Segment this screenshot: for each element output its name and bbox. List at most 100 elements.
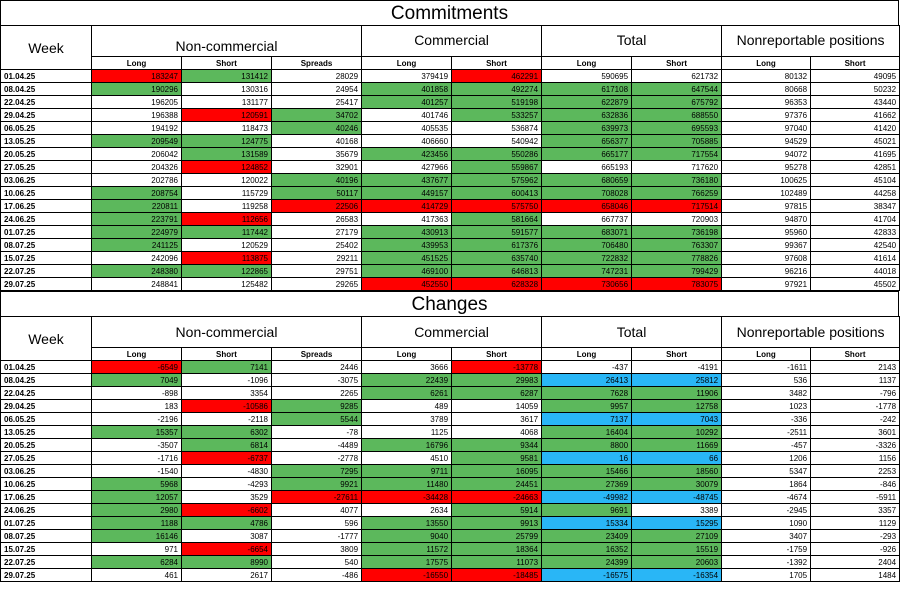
- c-long-cell: 430913: [361, 225, 453, 239]
- table-row: 01.04.25 -6549 7141 2446 3666 -13778 -437 -4191…: [0, 360, 900, 374]
- c-long-cell: 469100: [361, 264, 453, 278]
- commercial-header: Commercial: [361, 25, 543, 57]
- t-long-cell: 632836: [541, 108, 633, 122]
- nc-short-cell: 124775: [181, 134, 272, 148]
- week-cell: 01.04.25: [0, 69, 92, 83]
- t-long-cell: 8800: [541, 438, 633, 452]
- t-short-cell: 621732: [631, 69, 723, 83]
- nc-long-cell: 248380: [91, 264, 182, 278]
- c-long-cell: 451525: [361, 251, 453, 265]
- week-cell: 20.05.25: [0, 147, 92, 161]
- c-short-cell: 18364: [451, 542, 543, 556]
- week-cell: 27.05.25: [0, 451, 92, 465]
- nc-long-cell: 194192: [91, 121, 182, 135]
- nc-short-header: Short: [181, 347, 272, 361]
- nonreportable-header: Nonreportable positions: [721, 316, 900, 348]
- nr-short-cell: 41662: [810, 108, 900, 122]
- nc-short-cell: 122865: [181, 264, 272, 278]
- t-long-cell: -437: [541, 360, 633, 374]
- nc-spreads-cell: -27611: [270, 490, 363, 504]
- c-short-cell: 628328: [451, 277, 543, 291]
- nc-spreads-cell: 3809: [270, 542, 363, 556]
- c-long-cell: 1125: [361, 425, 453, 439]
- t-long-cell: 665193: [541, 160, 633, 174]
- c-short-cell: 617376: [451, 238, 543, 252]
- t-short-cell: 25812: [631, 373, 723, 387]
- nr-long-cell: 100625: [721, 173, 812, 187]
- changes-table: Week Non-commercial Commercial Total Non…: [0, 316, 900, 582]
- table-row: 22.04.25 196205 131177 25417 401257 519198 622…: [0, 95, 900, 109]
- c-long-cell: 11480: [361, 477, 453, 491]
- c-long-cell: 379419: [361, 69, 453, 83]
- week-cell: 29.04.25: [0, 399, 92, 413]
- nr-short-cell: 1129: [810, 516, 900, 530]
- t-long-cell: 15334: [541, 516, 633, 530]
- nc-spreads-cell: -3075: [270, 373, 363, 387]
- table-row: 22.07.25 248380 122865 29751 469100 646813 747…: [0, 264, 900, 278]
- nc-long-header: Long: [91, 56, 182, 70]
- t-short-cell: 30079: [631, 477, 723, 491]
- commitments-title: Commitments: [0, 0, 899, 25]
- nc-long-cell: 2980: [91, 503, 182, 517]
- week-cell: 22.07.25: [0, 264, 92, 278]
- c-long-cell: 401257: [361, 95, 453, 109]
- nc-short-cell: -1096: [181, 373, 272, 387]
- total-header: Total: [541, 25, 723, 57]
- nr-short-cell: 45021: [810, 134, 900, 148]
- nc-short-cell: 131589: [181, 147, 272, 161]
- c-short-cell: 3617: [451, 412, 543, 426]
- t-short-cell: -16354: [631, 568, 723, 582]
- week-cell: 08.07.25: [0, 529, 92, 543]
- t-long-cell: 617108: [541, 82, 633, 96]
- week-cell: 17.06.25: [0, 490, 92, 504]
- t-short-cell: 15519: [631, 542, 723, 556]
- nc-short-cell: -6737: [181, 451, 272, 465]
- t-long-cell: 7628: [541, 386, 633, 400]
- week-cell: 24.06.25: [0, 503, 92, 517]
- nc-short-header: Short: [181, 56, 272, 70]
- table-row: 24.06.25 2980 -6602 4077 2634 5914 9691 3389 -29…: [0, 503, 900, 517]
- t-long-cell: 747231: [541, 264, 633, 278]
- nc-long-cell: 242096: [91, 251, 182, 265]
- commitments-body: 01.04.25 183247 131412 28029 379419 462291 590…: [0, 69, 900, 291]
- c-long-cell: 437677: [361, 173, 453, 187]
- nc-short-cell: 125482: [181, 277, 272, 291]
- c-long-header: Long: [361, 56, 453, 70]
- nc-long-header: Long: [91, 347, 182, 361]
- table-row: 08.07.25 16146 3087 -1777 9040 25799 23409 2710…: [0, 529, 900, 543]
- t-short-cell: 11669: [631, 438, 723, 452]
- nc-long-cell: 196388: [91, 108, 182, 122]
- nr-short-cell: 38347: [810, 199, 900, 213]
- week-cell: 24.06.25: [0, 212, 92, 226]
- c-short-header: Short: [451, 347, 543, 361]
- c-long-cell: 13550: [361, 516, 453, 530]
- nc-short-cell: -6602: [181, 503, 272, 517]
- nc-long-cell: 206042: [91, 147, 182, 161]
- nr-short-cell: 41704: [810, 212, 900, 226]
- nc-long-cell: -1540: [91, 464, 182, 478]
- commitments-table: Week Non-commercial Commercial Total Non…: [0, 25, 900, 291]
- c-short-cell: 600413: [451, 186, 543, 200]
- nc-short-cell: 2617: [181, 568, 272, 582]
- c-short-cell: 6287: [451, 386, 543, 400]
- week-cell: 27.05.25: [0, 160, 92, 174]
- t-long-cell: 639973: [541, 121, 633, 135]
- nc-spreads-cell: 7295: [270, 464, 363, 478]
- table-row: 29.04.25 196388 120591 34702 401746 533257 632…: [0, 108, 900, 122]
- table-row: 22.07.25 6284 8990 540 17575 11073 24399 20603-…: [0, 555, 900, 569]
- nc-long-cell: 241125: [91, 238, 182, 252]
- week-cell: 03.06.25: [0, 173, 92, 187]
- table-row: 03.06.25 202786 120022 40196 437677 575962 680…: [0, 173, 900, 187]
- c-long-cell: 3666: [361, 360, 453, 374]
- c-short-cell: 575750: [451, 199, 543, 213]
- nc-spreads-cell: -2778: [270, 451, 363, 465]
- t-short-cell: 799429: [631, 264, 723, 278]
- nc-short-cell: -10586: [181, 399, 272, 413]
- t-long-header: Long: [541, 347, 633, 361]
- table-row: 29.07.25 461 2617 -486 -16550 -18485 -16575 -16…: [0, 568, 900, 582]
- nc-spreads-cell: -1777: [270, 529, 363, 543]
- nc-short-cell: -4293: [181, 477, 272, 491]
- c-long-cell: 423456: [361, 147, 453, 161]
- table-row: 20.05.25 -3507 6814 -4489 16796 9344 8800 11669…: [0, 438, 900, 452]
- nc-long-cell: 1188: [91, 516, 182, 530]
